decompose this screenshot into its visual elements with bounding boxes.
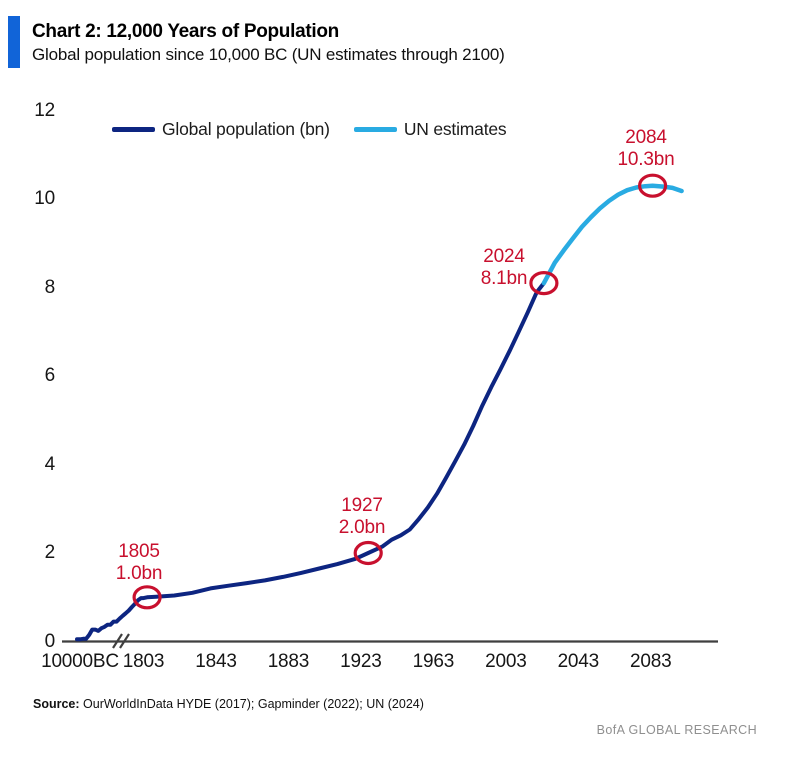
source-line: Source: OurWorldInData HYDE (2017); Gapm…: [33, 697, 424, 711]
annotation-value: 8.1bn: [480, 267, 528, 289]
marker-layer: [132, 173, 668, 610]
y-tick-label-6: 6: [44, 365, 56, 386]
annotation-2084: 2084 10.3bn: [618, 127, 675, 170]
x-tick-label-1883: 1883: [267, 651, 310, 672]
chart-subtitle: Global population since 10,000 BC (UN es…: [32, 45, 505, 64]
un-estimates-line: [541, 183, 684, 286]
annotation-value: 1.0bn: [115, 562, 163, 584]
series-layer: [75, 183, 684, 642]
x-tick-label-2003: 2003: [485, 651, 527, 672]
y-tick-label-12: 12: [34, 99, 55, 121]
marker-circle-1805: [132, 585, 162, 610]
annotation-year: 1927: [341, 495, 383, 516]
navy-line-swatch-icon: [112, 127, 155, 132]
light-blue-line-swatch-icon: [353, 127, 397, 132]
y-tick-label-2: 2: [44, 542, 56, 563]
y-tick-label-8: 8: [44, 276, 56, 298]
bofa-global-research-brand: BofA GLOBAL RESEARCH: [596, 723, 757, 737]
x-tick-label-1803: 1803: [122, 651, 165, 672]
annotation-1805: 1805 1.0bn: [116, 541, 163, 584]
x-tick-label-1963: 1963: [412, 651, 455, 672]
legend-label-un-estimates: UN estimates: [403, 119, 507, 139]
annotation-1927: 1927 2.0bn: [339, 495, 386, 538]
marker-circle-2084: [637, 173, 668, 198]
source-label: Source:: [33, 697, 80, 711]
axis-break-slash-icon: [112, 633, 123, 649]
y-tick-label-0: 0: [44, 630, 56, 652]
x-tick-label-1843: 1843: [195, 651, 237, 672]
x-tick-label-2043: 2043: [557, 651, 600, 672]
global-population-line: [75, 281, 546, 642]
legend-item-global-population: Global population (bn): [112, 119, 330, 140]
marker-circle-2024: [529, 271, 559, 296]
axis-break-slash-icon: [119, 633, 130, 649]
annotation-2024: 2024 8.1bn: [481, 246, 528, 289]
y-tick-label-4: 4: [44, 453, 56, 475]
annotation-value: 10.3bn: [617, 148, 675, 170]
chart-title: Chart 2: 12,000 Years of Population: [32, 21, 339, 42]
x-tick-label-10000BC: 10000BC: [41, 651, 119, 672]
annotation-value: 2.0bn: [338, 516, 386, 538]
title-accent-bar: [8, 16, 20, 68]
legend: Global population (bn) UN estimates: [112, 119, 507, 140]
legend-item-un-estimates: UN estimates: [353, 119, 507, 140]
legend-label-global-population: Global population (bn): [162, 119, 330, 139]
annotation-year: 1805: [118, 541, 160, 562]
x-tick-label-1923: 1923: [340, 651, 382, 672]
marker-circle-1927: [353, 540, 383, 566]
y-tick-label-10: 10: [34, 188, 55, 209]
x-tick-label-2083: 2083: [630, 651, 672, 672]
annotation-year: 2024: [483, 246, 525, 267]
annotation-year: 2084: [625, 127, 667, 148]
source-text: OurWorldInData HYDE (2017); Gapminder (2…: [79, 697, 424, 711]
